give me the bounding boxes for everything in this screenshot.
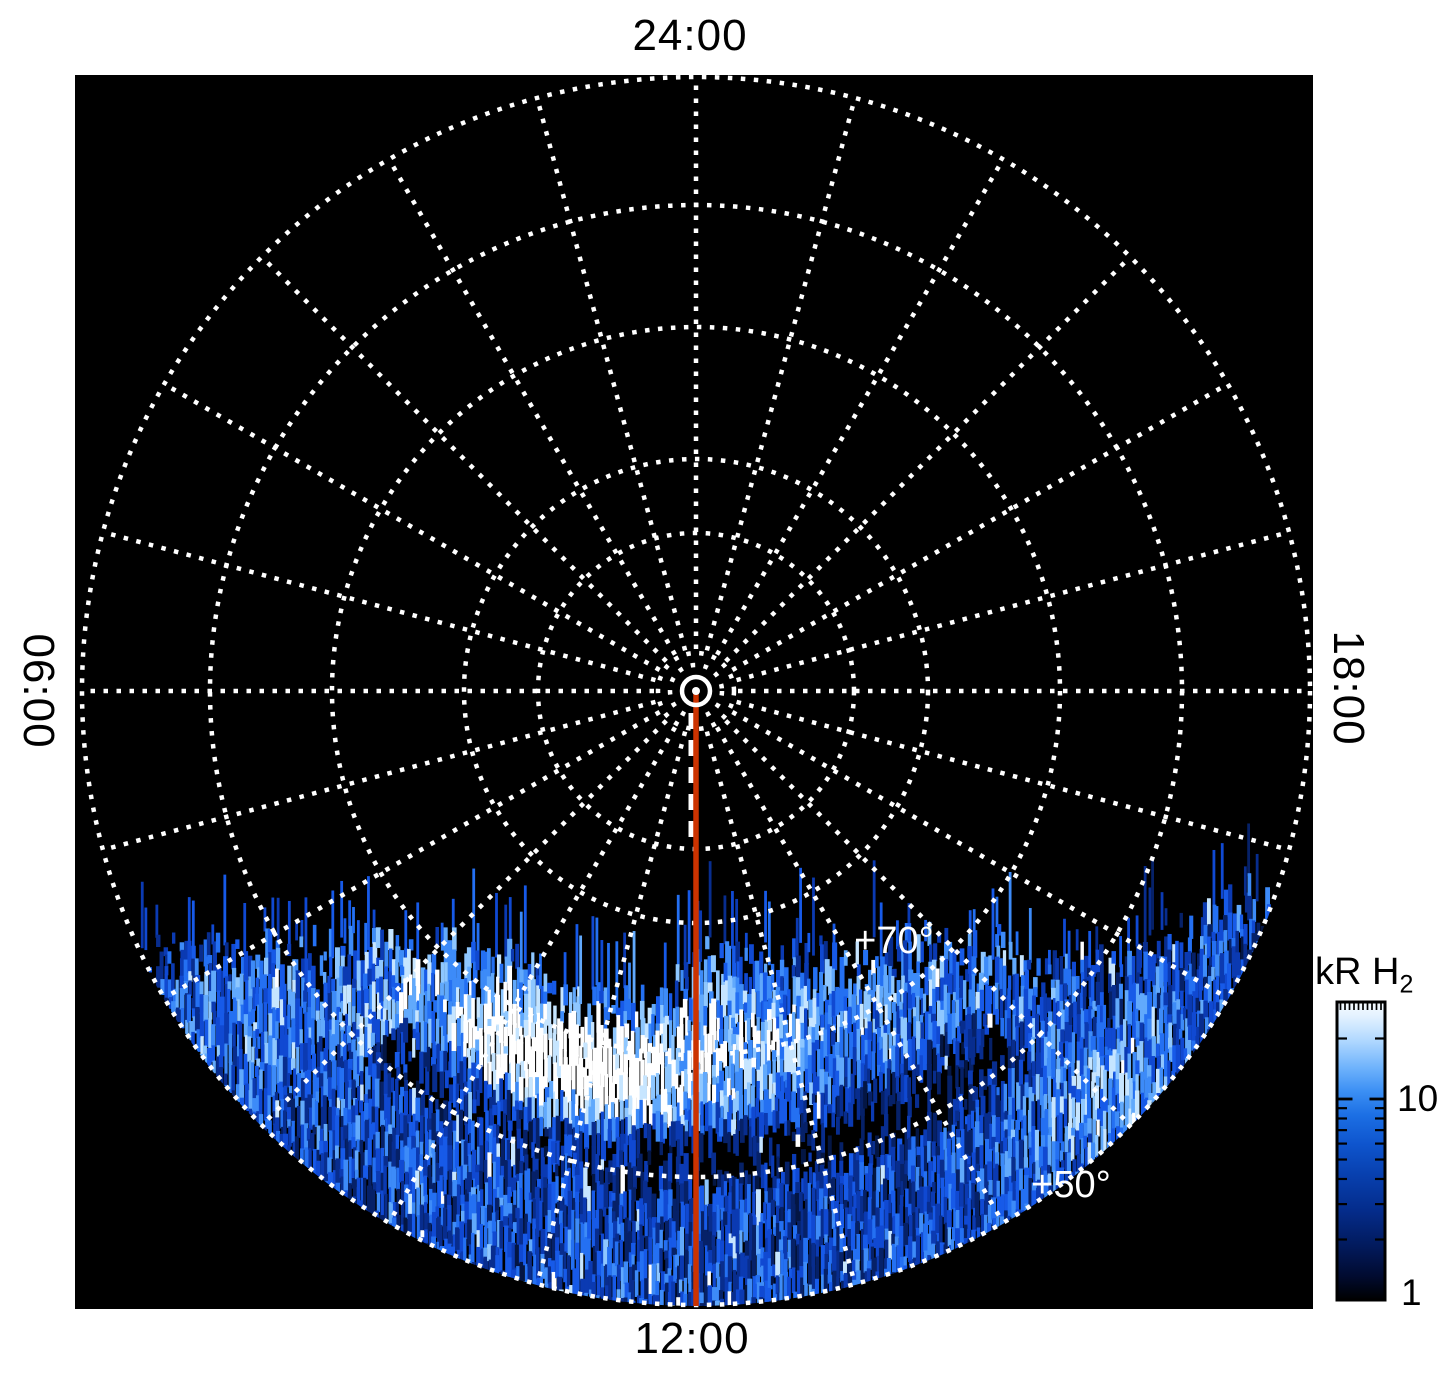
hour-spoke xyxy=(163,382,661,672)
polar-grid xyxy=(79,74,1313,1308)
colorbar-gradient xyxy=(1335,1000,1387,1302)
hour-spoke xyxy=(534,730,688,1285)
hour-spoke xyxy=(102,699,657,853)
colorbar-title-subscript: 2 xyxy=(1399,970,1414,999)
latitude-label-50: +50° xyxy=(1031,1164,1111,1206)
hour-spoke xyxy=(731,710,1229,1000)
hour-spoke xyxy=(534,97,688,652)
hour-spoke xyxy=(704,97,858,652)
hour-spoke xyxy=(724,719,1132,1127)
hour-spoke xyxy=(704,730,858,1285)
hour-spoke xyxy=(260,255,668,663)
hour-label-1200: 12:00 xyxy=(634,1314,750,1363)
pole-dot xyxy=(692,687,700,695)
pole-ring xyxy=(679,674,713,708)
colorbar-ticks xyxy=(1338,1003,1384,1241)
hour-spoke xyxy=(715,158,1005,656)
hour-spoke xyxy=(387,158,677,656)
hour-spoke xyxy=(163,710,661,1000)
hour-label-1800: 18:00 xyxy=(1324,630,1373,746)
latitude-circle xyxy=(329,324,1063,1058)
hour-spoke xyxy=(387,726,677,1224)
hour-spoke xyxy=(102,529,657,683)
latitude-label-70: +70° xyxy=(854,920,934,962)
colorbar-tick-label-1: 1 xyxy=(1401,1272,1422,1313)
colorbar-title-text: kR H xyxy=(1315,951,1400,993)
colorbar-tick-label-10: 10 xyxy=(1397,1078,1439,1119)
latitude-circle xyxy=(655,650,737,732)
hour-spoke xyxy=(735,529,1290,683)
hour-spoke xyxy=(260,719,668,1127)
hour-label-2400: 24:00 xyxy=(632,11,748,60)
hour-spoke xyxy=(735,699,1290,853)
hour-spoke xyxy=(715,726,1005,1224)
hour-spoke xyxy=(731,382,1229,672)
hour-label-0600: 06:00 xyxy=(14,633,63,749)
colorbar-title: kR H2 xyxy=(1315,953,1413,998)
hour-spoke xyxy=(724,255,1132,663)
emission-layer xyxy=(140,823,1271,1306)
